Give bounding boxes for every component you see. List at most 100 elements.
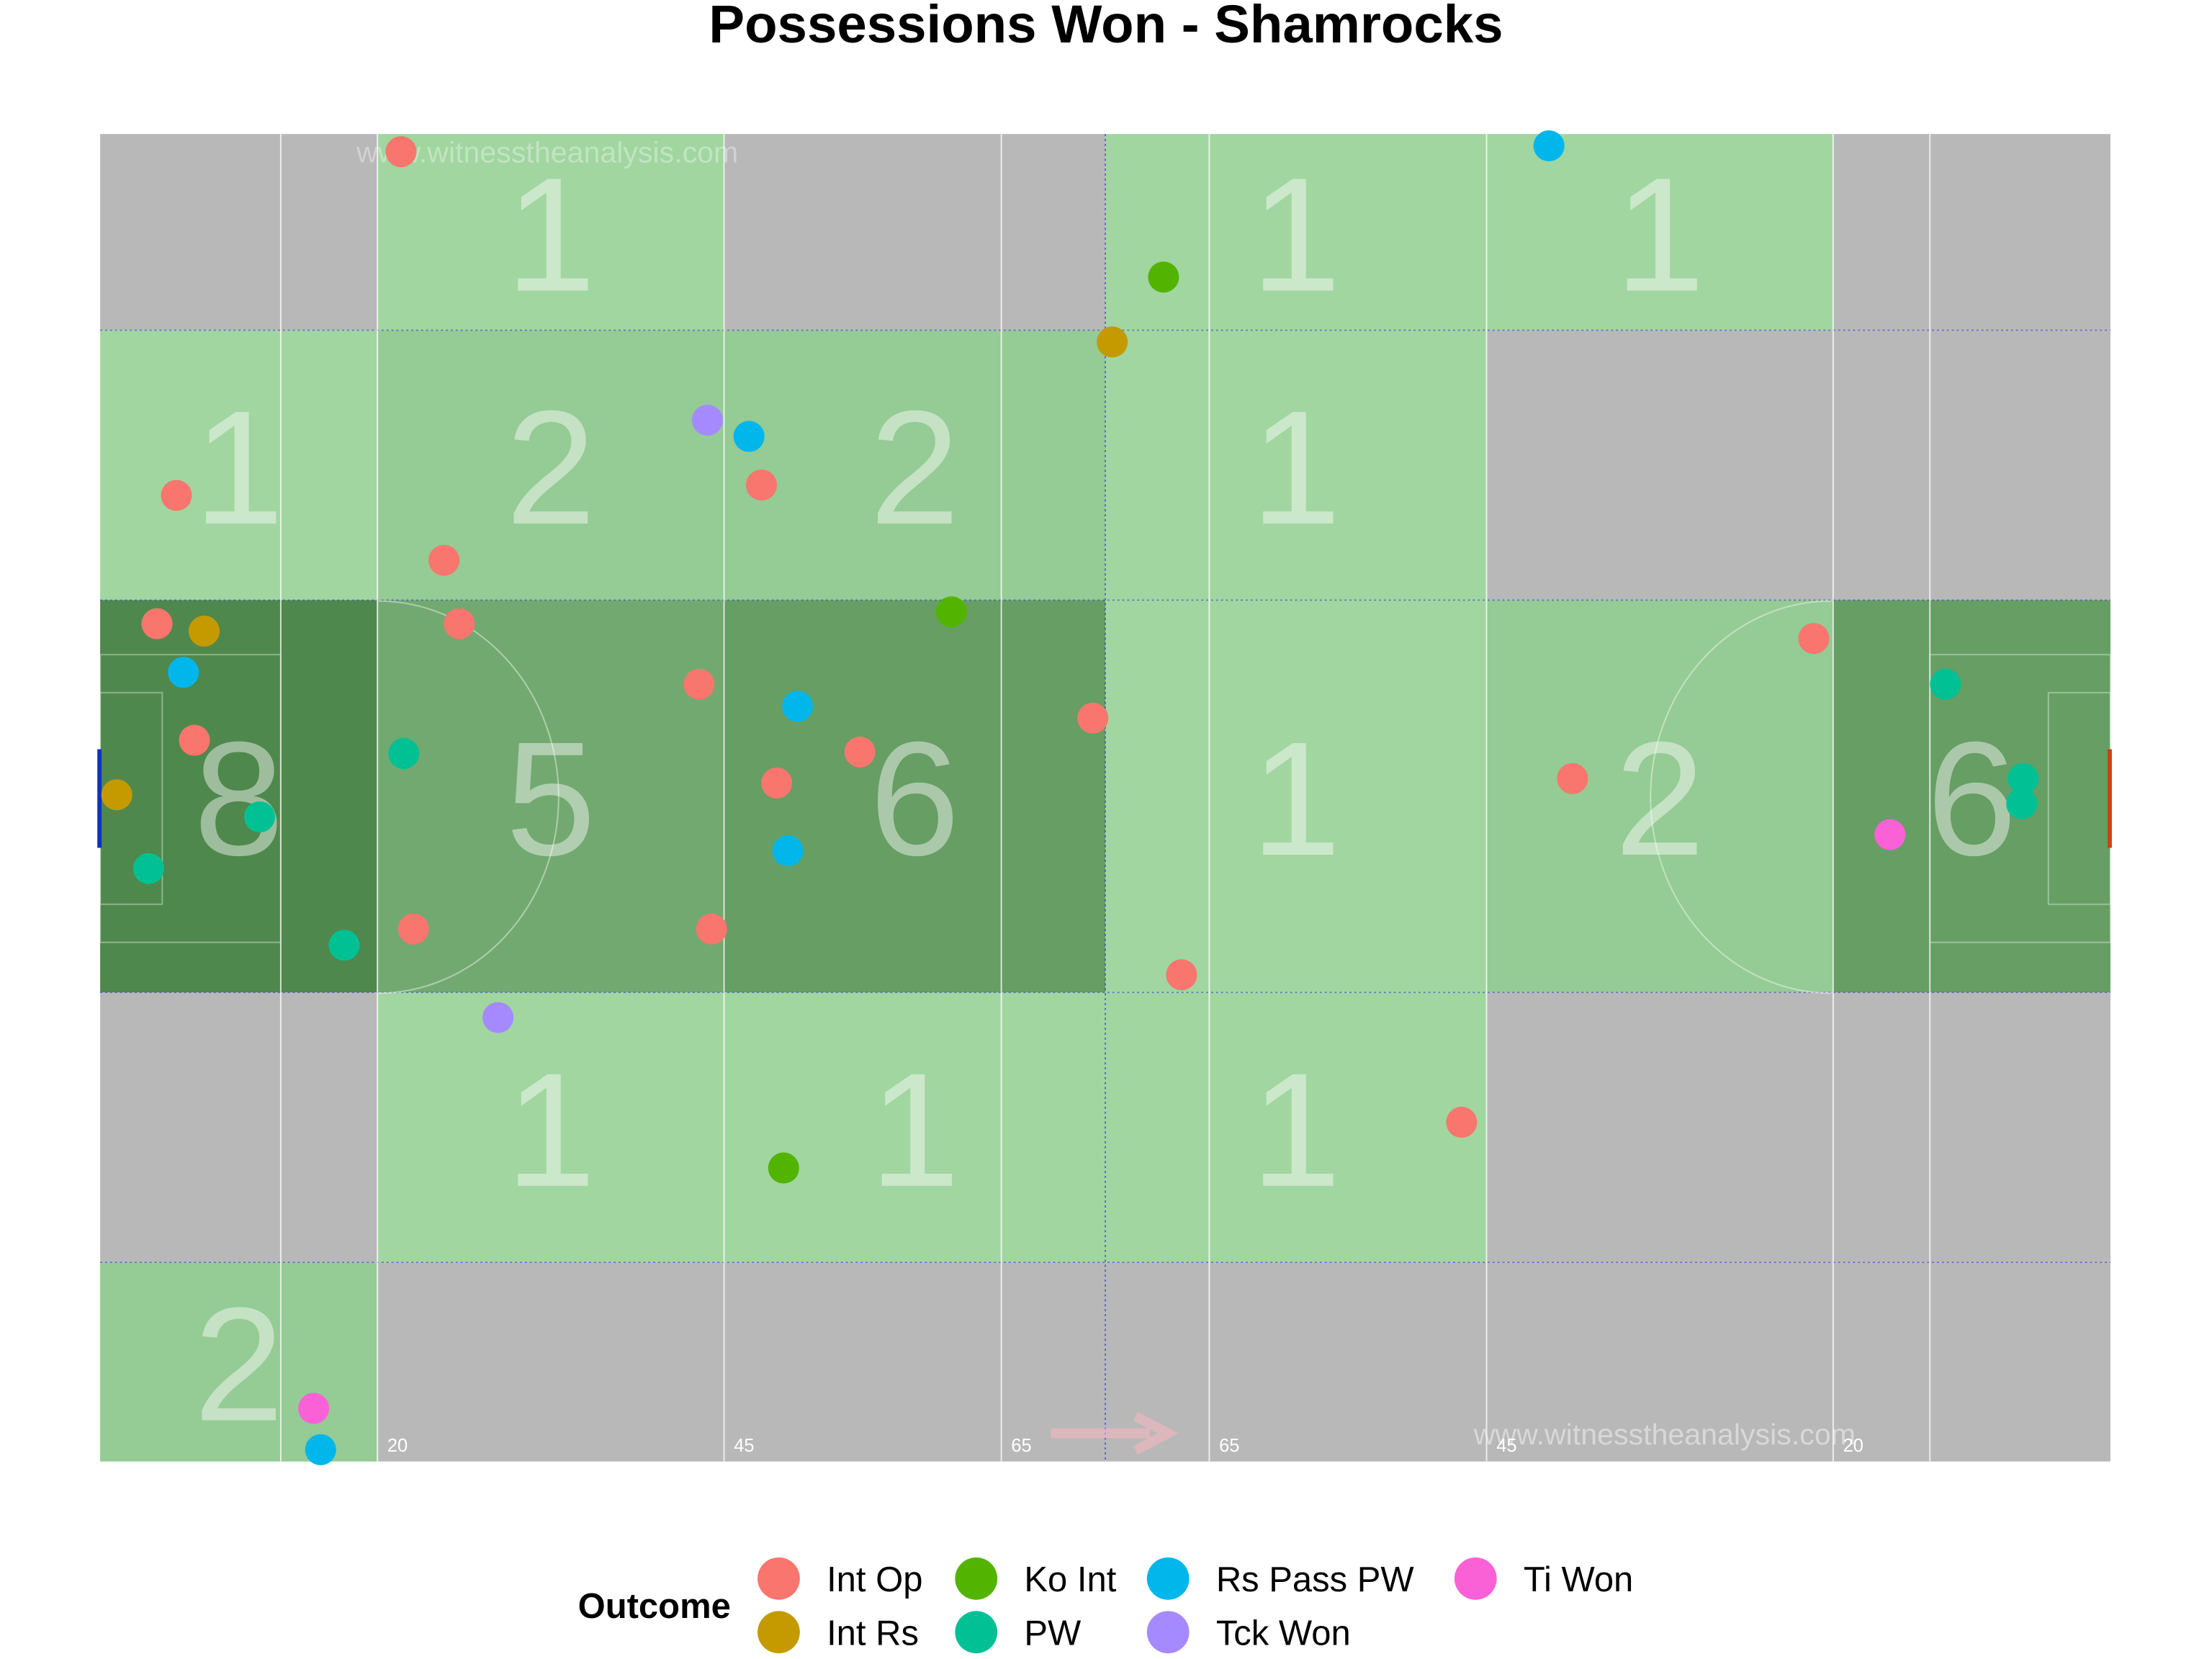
legend-swatch <box>955 1611 998 1654</box>
point <box>482 1002 514 1033</box>
zone <box>1105 134 1487 331</box>
legend-label: Tck Won <box>1216 1614 1351 1653</box>
point <box>1446 1107 1478 1138</box>
point <box>733 421 765 452</box>
zone <box>100 330 378 601</box>
zone-count: 6 <box>870 708 960 889</box>
zone-count: 1 <box>194 377 284 558</box>
point <box>768 1152 799 1184</box>
zone-count: 1 <box>1615 143 1705 325</box>
point <box>101 779 132 811</box>
x-tick-label: 45 <box>1496 1436 1516 1456</box>
point <box>683 668 715 700</box>
empty-zone <box>1833 330 2110 601</box>
point <box>935 596 967 628</box>
zone-count: 5 <box>505 708 595 889</box>
zone <box>1486 600 1833 993</box>
point <box>188 615 220 647</box>
empty-zone <box>724 134 1106 331</box>
x-tick-label: 20 <box>1843 1436 1863 1456</box>
empty-zone <box>1833 992 2110 1263</box>
point <box>1166 959 1197 991</box>
empty-zone <box>1486 992 1833 1263</box>
point <box>1930 668 1961 700</box>
legend-swatch <box>955 1557 998 1600</box>
legend-label: Ko Int <box>1024 1560 1116 1599</box>
chart-title: Possessions Won - Shamrocks <box>709 0 1503 54</box>
point <box>1533 130 1565 162</box>
point <box>397 913 429 945</box>
zone-count: 6 <box>1927 708 2017 889</box>
point <box>179 724 210 756</box>
point <box>1077 702 1109 734</box>
legend-swatch <box>1146 1611 1190 1654</box>
zone-count: 1 <box>505 1039 595 1220</box>
zone <box>100 600 378 993</box>
legend-swatch <box>757 1611 800 1654</box>
empty-zone <box>1833 134 2110 331</box>
goal <box>2108 749 2112 848</box>
point <box>328 930 360 961</box>
goal <box>97 749 102 848</box>
point <box>844 736 876 768</box>
point <box>696 913 727 945</box>
point <box>1874 819 1906 850</box>
empty-zone <box>1833 1262 2110 1462</box>
watermark: www.witnesstheanalysis.com <box>356 135 738 168</box>
semicircle <box>1650 600 1832 994</box>
zone <box>1105 330 1487 601</box>
x-tick-label: 65 <box>1219 1436 1239 1456</box>
point <box>444 608 475 639</box>
x-tick-label: 65 <box>1011 1436 1031 1456</box>
point <box>132 853 165 884</box>
empty-zone <box>377 1262 724 1462</box>
legend-swatch <box>1146 1557 1190 1600</box>
x-tick-label: 45 <box>734 1436 754 1456</box>
legend-label: Rs Pass PW <box>1216 1560 1415 1599</box>
legend-label: Int Op <box>827 1560 922 1599</box>
legend-label: Int Rs <box>827 1614 919 1653</box>
point <box>243 801 276 833</box>
arrow-head <box>1133 1411 1179 1455</box>
point <box>1097 326 1128 358</box>
zone <box>1833 600 2110 993</box>
zone-count: 2 <box>505 377 595 558</box>
zone <box>724 600 1106 993</box>
point <box>2008 763 2039 794</box>
zone-count: 1 <box>870 1039 960 1220</box>
zone <box>724 330 1106 601</box>
point <box>141 608 173 639</box>
zone <box>377 134 724 331</box>
point <box>691 404 723 436</box>
point <box>298 1393 330 1424</box>
watermark: www.witnesstheanalysis.com <box>1473 1418 1856 1451</box>
zone <box>377 600 724 993</box>
empty-zone <box>724 1262 1106 1462</box>
empty-zone <box>100 134 378 331</box>
legend-swatch <box>757 1557 800 1600</box>
zone <box>377 992 724 1263</box>
empty-zone <box>100 992 378 1263</box>
legend-swatch <box>1454 1557 1497 1600</box>
point <box>745 469 778 501</box>
zone <box>100 1262 378 1462</box>
point <box>168 657 199 688</box>
legend-label: Ti Won <box>1524 1560 1633 1599</box>
x-tick-label: 20 <box>387 1436 408 1456</box>
zone <box>724 992 1106 1263</box>
point <box>428 544 460 576</box>
point <box>761 767 793 799</box>
point <box>385 136 417 168</box>
zone-count: 2 <box>1615 708 1705 889</box>
zone-count: 1 <box>1251 1039 1341 1220</box>
point <box>782 691 814 722</box>
zone <box>1105 992 1487 1263</box>
zone-count: 1 <box>1251 377 1341 558</box>
zone-count: 2 <box>194 1274 284 1455</box>
point <box>161 480 192 511</box>
point <box>1148 261 1179 293</box>
zone-count: 2 <box>870 377 960 558</box>
direction-arrow <box>1051 1411 1179 1455</box>
point <box>1557 763 1588 794</box>
